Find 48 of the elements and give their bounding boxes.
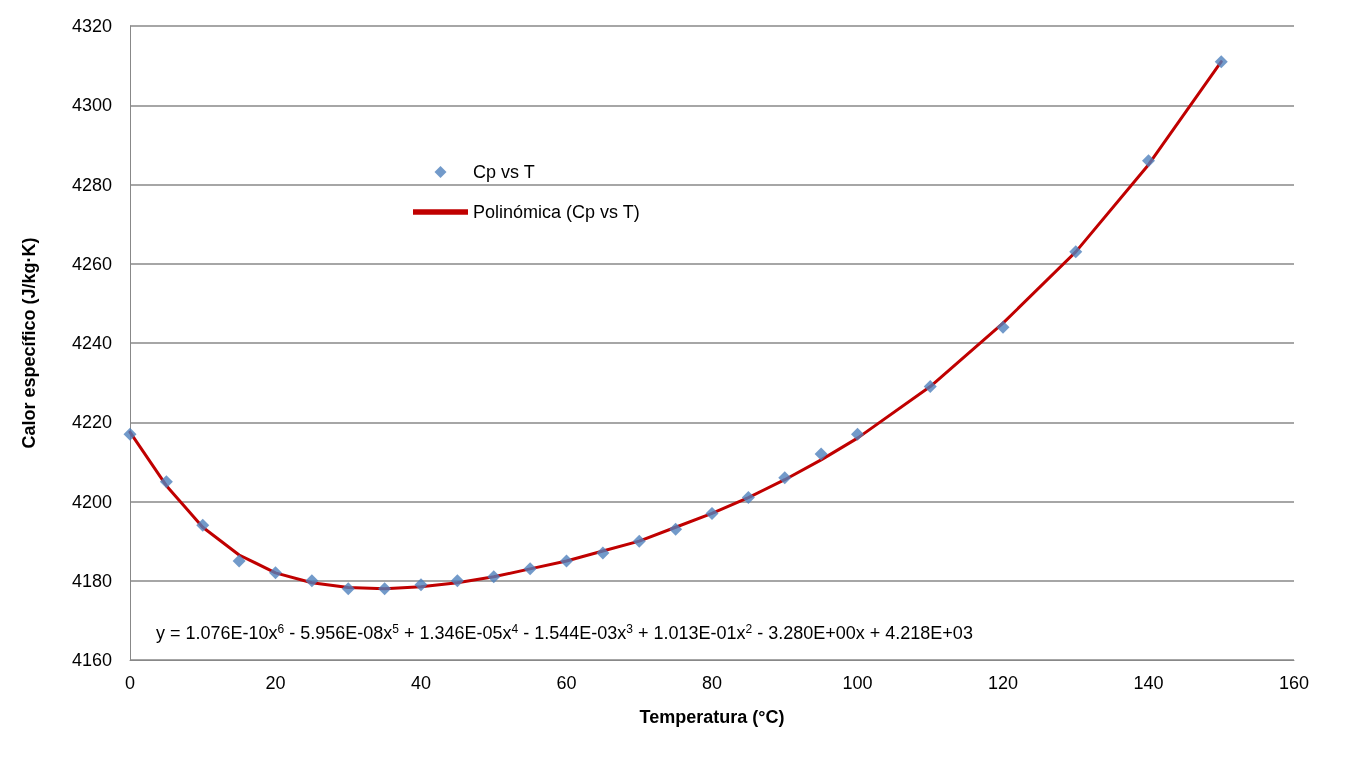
x-tick-label: 80 bbox=[701, 673, 723, 693]
x-tick-label: 120 bbox=[987, 673, 1019, 693]
point bbox=[851, 427, 864, 441]
point bbox=[159, 475, 173, 489]
x-tick-label: 160 bbox=[1278, 673, 1310, 693]
x-tick-label: 140 bbox=[1133, 673, 1164, 693]
point bbox=[814, 447, 828, 461]
point bbox=[632, 534, 646, 548]
point bbox=[269, 566, 282, 580]
point bbox=[232, 554, 246, 568]
point bbox=[669, 522, 683, 536]
point bbox=[414, 578, 428, 592]
point bbox=[487, 570, 501, 584]
point bbox=[123, 427, 137, 441]
y-tick-label: 4200 bbox=[71, 491, 112, 512]
point bbox=[1214, 55, 1228, 69]
legend-label: Cp vs T bbox=[473, 162, 535, 182]
x-tick-label: 0 bbox=[124, 673, 136, 693]
point bbox=[305, 574, 319, 588]
x-tick-label: 60 bbox=[556, 673, 577, 693]
x-axis-title: Temperatura (°C) bbox=[639, 707, 785, 727]
point bbox=[741, 491, 755, 505]
point bbox=[1069, 245, 1083, 259]
point bbox=[1142, 154, 1155, 168]
point bbox=[996, 320, 1010, 334]
y-tick-label: 4260 bbox=[71, 253, 112, 274]
legend-label: Polinómica (Cp vs T) bbox=[473, 202, 640, 222]
point bbox=[560, 554, 573, 568]
point bbox=[450, 574, 464, 588]
point bbox=[705, 506, 719, 520]
y-tick-label: 4180 bbox=[71, 570, 112, 591]
y-tick-label: 4220 bbox=[71, 412, 112, 433]
point bbox=[378, 582, 392, 596]
x-tick-label: 40 bbox=[410, 673, 432, 693]
point bbox=[923, 380, 937, 394]
point bbox=[523, 562, 537, 576]
x-tick-label: 20 bbox=[265, 673, 286, 693]
point bbox=[196, 518, 210, 532]
y-tick-label: 4160 bbox=[71, 650, 112, 670]
y-axis-title: Calor específico (J/kg·K) bbox=[19, 237, 39, 449]
x-tick-label: 100 bbox=[842, 673, 873, 693]
y-tick-label: 4300 bbox=[71, 95, 112, 116]
y-tick-label: 4320 bbox=[71, 16, 112, 36]
point bbox=[778, 471, 792, 485]
point bbox=[596, 546, 610, 560]
y-tick-label: 4240 bbox=[71, 333, 112, 353]
y-tick-label: 4280 bbox=[71, 174, 112, 195]
point bbox=[341, 582, 355, 596]
